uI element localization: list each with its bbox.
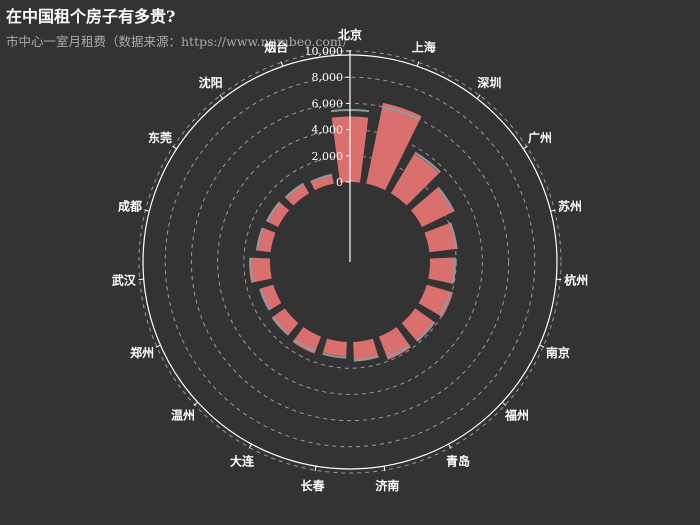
angle-tick: [219, 94, 224, 99]
radial-tick-label: 4,000: [312, 124, 344, 137]
radial-tick-label: 6,000: [312, 97, 344, 110]
category-label: 青岛: [446, 454, 470, 469]
angle-tick: [523, 145, 528, 150]
category-label: 大连: [230, 454, 255, 469]
angle-tick: [144, 209, 150, 212]
bar-温州: [271, 308, 299, 336]
bar-东莞: [266, 201, 290, 227]
bar-青岛: [378, 327, 412, 360]
bar-杭州: [428, 257, 455, 284]
marker-南京: [439, 291, 452, 317]
angle-tick: [448, 443, 452, 449]
marker-温州: [271, 316, 290, 336]
marker-东莞: [265, 201, 281, 222]
marker-苏州: [449, 222, 458, 250]
category-label: 武汉: [112, 273, 137, 288]
marker-郑州: [259, 288, 271, 311]
bar-沈阳: [284, 183, 310, 206]
radial-tick-label: 10,000: [305, 45, 344, 58]
category-label: 长春: [301, 478, 326, 493]
marker-沈阳: [284, 182, 304, 199]
bar-大连: [292, 327, 322, 354]
marker-深圳: [414, 151, 441, 173]
category-label: 沈阳: [199, 75, 223, 90]
bar-深圳: [390, 153, 440, 206]
marker-福州: [416, 321, 436, 342]
category-label: 成都: [118, 198, 142, 213]
radial-tick-label: 2,000: [312, 150, 344, 163]
marker-广州: [437, 186, 455, 212]
angle-tick: [539, 344, 545, 348]
category-label: 郑州: [130, 345, 154, 360]
angle-tick: [193, 401, 199, 406]
category-label: 南京: [546, 345, 570, 360]
category-label: 济南: [375, 478, 399, 493]
angle-tick: [501, 401, 507, 406]
bar-上海: [366, 102, 422, 191]
bar-福州: [401, 308, 435, 342]
bar-济南: [353, 338, 379, 362]
angle-tick: [248, 443, 252, 449]
grid-ring: [164, 76, 536, 448]
marker-成都: [255, 227, 264, 251]
category-label: 北京: [338, 27, 362, 42]
chart-subtitle: 市中心一室月租费（数据来源：https://www.numbeo.com）: [6, 34, 355, 49]
bar-长春: [322, 338, 347, 357]
category-label: 温州: [171, 409, 195, 423]
bar-广州: [410, 187, 454, 227]
angle-tick: [155, 344, 161, 348]
category-label: 广州: [528, 130, 552, 145]
radial-tick-label: 0: [336, 176, 343, 189]
category-label: 苏州: [558, 198, 582, 213]
category-label: 上海: [412, 39, 436, 54]
category-label: 福州: [504, 408, 529, 423]
angle-tick: [476, 94, 481, 99]
angle-tick: [550, 209, 556, 212]
category-label: 烟台: [264, 39, 288, 54]
angle-tick: [314, 466, 317, 472]
grid-ring: [217, 129, 483, 395]
marker-上海: [382, 105, 421, 121]
marker-青岛: [386, 344, 411, 359]
angle-tick: [172, 145, 177, 150]
bar-苏州: [424, 222, 457, 253]
chart-title: 在中国租个房子有多贵?: [6, 7, 176, 26]
radial-tick-label: 8,000: [312, 71, 344, 84]
marker-武汉: [250, 257, 255, 283]
angle-tick: [280, 61, 284, 67]
bar-烟台: [310, 174, 334, 191]
bar-武汉: [249, 257, 272, 283]
category-label: 东莞: [148, 130, 172, 145]
marker-烟台: [310, 173, 333, 183]
bar-郑州: [260, 284, 282, 311]
angle-tick: [383, 466, 386, 472]
category-label: 杭州: [564, 273, 588, 288]
angle-tick: [416, 61, 420, 67]
marker-济南: [353, 355, 379, 362]
marker-长春: [322, 352, 347, 359]
marker-大连: [293, 338, 316, 353]
category-label: 深圳: [477, 75, 501, 90]
marker-杭州: [451, 257, 456, 284]
